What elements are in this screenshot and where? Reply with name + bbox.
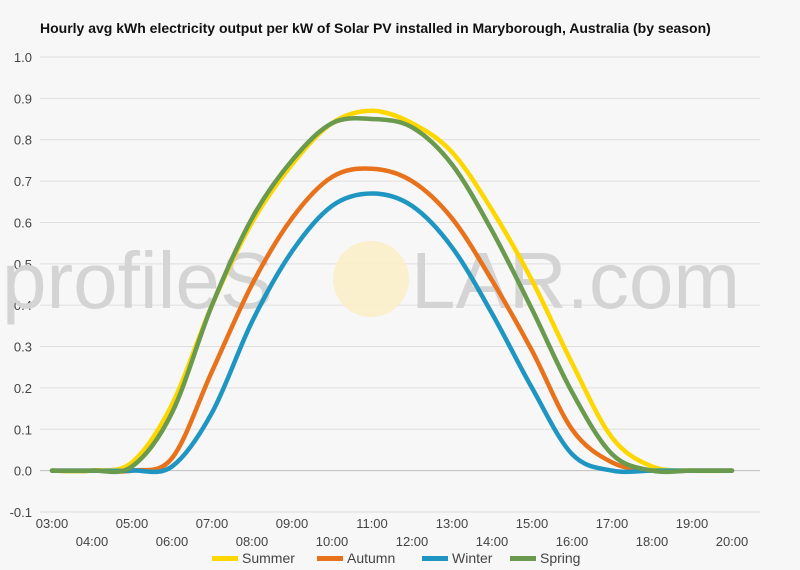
x-tick-label: 15:00: [516, 516, 549, 531]
legend-swatch: [510, 556, 536, 561]
y-tick-label: -0.1: [10, 505, 32, 520]
series-lines: [49, 108, 735, 475]
legend-label: Spring: [540, 550, 580, 566]
x-tick-label: 10:00: [316, 534, 349, 549]
x-tick-label: 09:00: [276, 516, 309, 531]
y-tick-label: 0.2: [14, 381, 32, 396]
legend-swatch: [422, 556, 448, 561]
watermark-text-right: LAR.com: [411, 236, 740, 325]
legend: Summer Autumn Winter Spring: [212, 550, 580, 566]
y-tick-label: 0.9: [14, 91, 32, 106]
series-line-winter: [49, 191, 735, 475]
x-tick-label: 13:00: [436, 516, 469, 531]
y-tick-label: 0.6: [14, 215, 32, 230]
y-tick-label: 0.3: [14, 340, 32, 355]
x-tick-label: 19:00: [676, 516, 709, 531]
x-tick-label: 08:00: [236, 534, 269, 549]
x-tick-label: 18:00: [636, 534, 669, 549]
series-line-summer: [49, 108, 735, 474]
x-tick-label: 06:00: [156, 534, 189, 549]
watermark-sun-icon: [333, 241, 409, 317]
x-axis-ticks: 03:00 05:00 07:00 09:00 11:00 13:00 15:00 17:00…: [36, 516, 749, 549]
x-tick-label: 11:00: [356, 516, 388, 531]
watermark-text-left: profileS: [2, 236, 273, 325]
legend-swatch: [212, 556, 238, 561]
legend-label: Autumn: [347, 550, 395, 566]
series-line-spring: [49, 115, 735, 475]
x-tick-label: 07:00: [196, 516, 229, 531]
chart-title: Hourly avg kWh electricity output per kW…: [40, 20, 711, 36]
y-tick-label: 0.0: [14, 464, 32, 479]
legend-swatch: [317, 556, 343, 561]
x-tick-label: 12:00: [396, 534, 429, 549]
x-tick-label: 17:00: [596, 516, 629, 531]
x-tick-label: 05:00: [116, 516, 149, 531]
y-tick-label: 0.5: [14, 257, 32, 272]
x-tick-label: 14:00: [476, 534, 509, 549]
y-tick-label: 0.7: [14, 174, 32, 189]
series-line-autumn: [49, 166, 735, 474]
x-tick-label: 20:00: [716, 534, 749, 549]
x-tick-label: 04:00: [76, 534, 109, 549]
x-tick-label: 03:00: [36, 516, 69, 531]
y-axis-ticks: -0.1 0.0 0.1 0.2 0.3 0.4 0.5 0.6 0.7 0.8 0.9 1.0: [10, 50, 32, 520]
watermark: profileS LAR.com: [2, 236, 740, 325]
y-tick-label: 0.4: [14, 298, 32, 313]
y-tick-label: 1.0: [14, 50, 32, 65]
legend-label: Summer: [242, 550, 295, 566]
x-tick-label: 16:00: [556, 534, 589, 549]
y-tick-label: 0.8: [14, 133, 32, 148]
y-tick-label: 0.1: [14, 422, 32, 437]
legend-label: Winter: [452, 550, 493, 566]
